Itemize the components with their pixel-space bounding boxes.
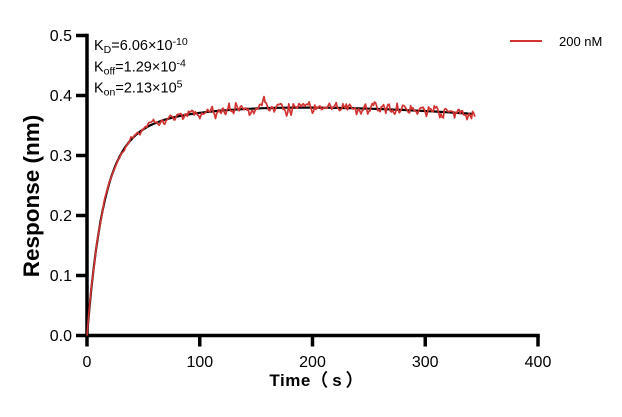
svg-text:200 nM: 200 nM (559, 34, 602, 49)
svg-text:0.3: 0.3 (50, 148, 72, 165)
svg-text:Response (nm): Response (nm) (19, 115, 44, 278)
svg-text:Time（ s ）: Time（ s ） (269, 370, 363, 390)
svg-text:Koff=1.29×10-4: Koff=1.29×10-4 (94, 58, 186, 78)
svg-text:0: 0 (83, 354, 92, 371)
svg-text:100: 100 (186, 354, 213, 371)
svg-text:0.0: 0.0 (50, 328, 72, 345)
svg-text:0.5: 0.5 (50, 28, 72, 45)
svg-text:200: 200 (299, 354, 326, 371)
svg-text:300: 300 (412, 354, 439, 371)
svg-text:0.2: 0.2 (50, 208, 72, 225)
svg-text:KD=6.06×10-10: KD=6.06×10-10 (94, 36, 188, 56)
svg-text:Kon=2.13×105: Kon=2.13×105 (94, 79, 183, 99)
svg-text:400: 400 (525, 354, 552, 371)
svg-text:0.1: 0.1 (50, 268, 72, 285)
svg-text:0.4: 0.4 (50, 88, 72, 105)
